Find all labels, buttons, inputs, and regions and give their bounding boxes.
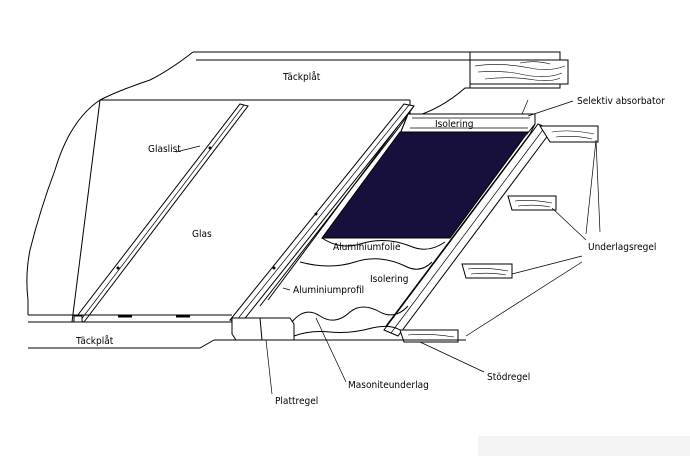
label-glaslist: Glaslist bbox=[148, 144, 181, 155]
selective-absorber bbox=[321, 99, 529, 239]
label-aluminiumfolie: Aluminiumfolie bbox=[333, 242, 401, 253]
leader-lines bbox=[175, 100, 601, 395]
label-aluminiumprofil: Aluminiumprofil bbox=[293, 285, 364, 296]
label-selektiv-absorbator: Selektiv absorbator bbox=[577, 96, 665, 107]
roof-outline bbox=[26, 99, 410, 315]
label-isolering-top: Isolering bbox=[435, 119, 474, 130]
labels: Täckplåt Selektiv absorbator Isolering G… bbox=[75, 70, 665, 407]
label-plattregel: Plattregel bbox=[275, 396, 318, 407]
label-glas: Glas bbox=[192, 229, 212, 240]
glazing-bead-left bbox=[73, 103, 249, 323]
aluminium-foil bbox=[299, 237, 446, 270]
top-insulation-box bbox=[399, 113, 536, 135]
bottom-assembly bbox=[28, 305, 466, 349]
label-tackplat-top: Täckplåt bbox=[282, 70, 321, 83]
label-stodregel: Stödregel bbox=[487, 372, 530, 383]
top-flashing bbox=[99, 51, 569, 119]
label-masoniteunderlag: Masoniteunderlag bbox=[348, 380, 429, 391]
label-isolering: Isolering bbox=[370, 274, 409, 285]
label-tackplat-bottom: Täckplåt bbox=[75, 334, 114, 347]
underlay-battens bbox=[399, 125, 599, 343]
corner-patch bbox=[478, 436, 690, 456]
label-underlagsregel: Underlagsregel bbox=[588, 242, 656, 253]
